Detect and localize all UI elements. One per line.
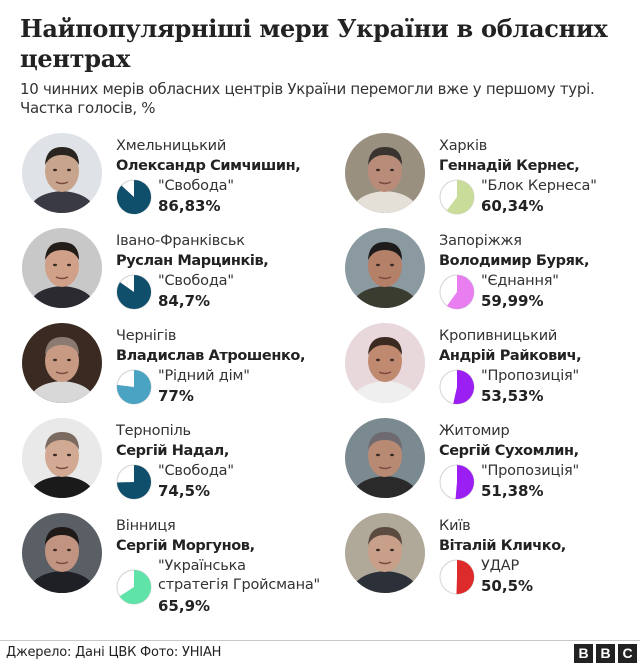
- city-label: Чернігів: [116, 328, 177, 344]
- vote-share-pie-icon: [439, 464, 475, 500]
- mayor-name: Сергій Надал,: [116, 443, 229, 459]
- mayor-card: Кропивницький Андрій Райкович, "Пропозиція…: [345, 323, 640, 415]
- mayor-photo: [345, 513, 425, 593]
- mayor-name: Сергій Сухомлин,: [439, 443, 579, 459]
- mayor-card: Харків Геннадій Кернес, "Блок Кернеса" 60,3…: [345, 133, 640, 225]
- mayor-name: Олександр Симчишин,: [116, 158, 301, 174]
- mayor-photo: [22, 323, 102, 403]
- vote-share-pie-icon: [439, 274, 475, 310]
- mayor-card: Івано-Франківськ Руслан Марцинків, "Свобод…: [22, 228, 342, 320]
- city-label: Київ: [439, 518, 471, 534]
- mayor-photo: [345, 418, 425, 498]
- party-label: "Пропозиція": [481, 463, 580, 479]
- vote-share-pie-icon: [116, 464, 152, 500]
- party-label: "Пропозиція": [481, 368, 580, 384]
- chart-title: Найпопулярніші мери України в обласних ц…: [20, 14, 608, 73]
- party-label: "Свобода": [158, 178, 234, 194]
- vote-percent: 51,38%: [481, 482, 544, 500]
- vote-share-pie-icon: [439, 179, 475, 215]
- mayor-name: Руслан Марцинків,: [116, 253, 269, 269]
- bbc-logo-letter: C: [618, 644, 637, 663]
- party-label: "Рідний дім": [158, 368, 250, 384]
- vote-percent: 84,7%: [158, 292, 211, 310]
- vote-share-pie-icon: [116, 569, 152, 605]
- vote-percent: 86,83%: [158, 197, 221, 215]
- vote-percent: 60,34%: [481, 197, 544, 215]
- party-label: "Свобода": [158, 273, 234, 289]
- bbc-logo-letter: B: [574, 644, 593, 663]
- city-label: Івано-Франківськ: [116, 233, 245, 249]
- party-label: УДАР: [481, 558, 520, 574]
- vote-share-pie-icon: [439, 559, 475, 595]
- mayor-card: Хмельницький Олександр Симчишин, "Свобода"…: [22, 133, 342, 225]
- bbc-logo: B B C: [574, 644, 637, 663]
- mayor-name: Владислав Атрошенко,: [116, 348, 306, 364]
- city-label: Кропивницький: [439, 328, 558, 344]
- mayor-card: Житомир Сергій Сухомлин, "Пропозиція" 51,38…: [345, 418, 640, 510]
- mayor-name: Андрій Райкович,: [439, 348, 582, 364]
- chart-subtitle: 10 чинних мерів обласних центрів України…: [20, 80, 595, 117]
- mayor-photo: [22, 133, 102, 213]
- mayor-photo: [22, 228, 102, 308]
- mayor-photo: [345, 323, 425, 403]
- vote-percent: 50,5%: [481, 577, 534, 595]
- mayor-photo: [22, 513, 102, 593]
- city-label: Запоріжжя: [439, 233, 522, 249]
- mayor-photo: [22, 418, 102, 498]
- city-label: Вінниця: [116, 518, 176, 534]
- mayor-card: Тернопіль Сергій Надал, "Свобода" 74,5%: [22, 418, 342, 510]
- mayor-photo: [345, 228, 425, 308]
- party-label: "Свобода": [158, 463, 234, 479]
- city-label: Житомир: [439, 423, 510, 439]
- mayor-name: Володимир Буряк,: [439, 253, 590, 269]
- source-note: Джерело: Дані ЦВК Фото: УНІАН: [6, 645, 222, 660]
- vote-percent: 59,99%: [481, 292, 544, 310]
- vote-share-pie-icon: [116, 274, 152, 310]
- vote-share-pie-icon: [439, 369, 475, 405]
- vote-share-pie-icon: [116, 369, 152, 405]
- mayor-name: Віталій Кличко,: [439, 538, 566, 554]
- vote-percent: 77%: [158, 387, 194, 405]
- mayor-name: Сергій Моргунов,: [116, 538, 255, 554]
- vote-percent: 74,5%: [158, 482, 211, 500]
- party-label: "Єднання": [481, 273, 559, 289]
- vote-percent: 65,9%: [158, 597, 211, 615]
- mayor-name: Геннадій Кернес,: [439, 158, 580, 174]
- mayor-card: Київ Віталій Кличко, УДАР 50,5%: [345, 513, 640, 605]
- city-label: Хмельницький: [116, 138, 227, 154]
- footer-divider: [0, 640, 640, 641]
- city-label: Харків: [439, 138, 488, 154]
- vote-percent: 53,53%: [481, 387, 544, 405]
- party-label: "Блок Кернеса": [481, 178, 597, 194]
- bbc-logo-letter: B: [596, 644, 615, 663]
- party-label: "Українська стратегія Гройсмана": [158, 558, 321, 593]
- mayor-card: Вінниця Сергій Моргунов, "Українська страт…: [22, 513, 342, 615]
- mayor-card: Запоріжжя Володимир Буряк, "Єднання" 59,99%: [345, 228, 640, 320]
- mayor-photo: [345, 133, 425, 213]
- vote-share-pie-icon: [116, 179, 152, 215]
- mayor-card: Чернігів Владислав Атрошенко, "Рідний дім"…: [22, 323, 342, 415]
- city-label: Тернопіль: [116, 423, 191, 439]
